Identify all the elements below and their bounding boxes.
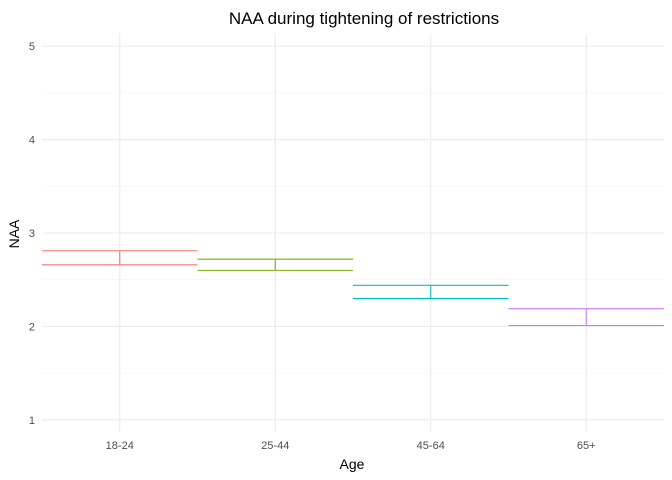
x-tick-label: 45-64 — [417, 440, 445, 452]
error-bars — [42, 250, 664, 327]
y-tick-label: 3 — [29, 228, 35, 240]
y-tick-label: 2 — [29, 321, 35, 333]
error-bar-1 — [42, 250, 198, 266]
y-axis-title: NAA — [6, 219, 22, 248]
grid — [42, 34, 664, 432]
x-axis-title: Age — [340, 456, 365, 472]
chart-title: NAA during tightening of restrictions — [229, 9, 499, 28]
y-tick-label: 4 — [29, 135, 35, 147]
x-tick-label: 18-24 — [106, 440, 134, 452]
x-tick-label: 65+ — [577, 440, 596, 452]
error-bar-2 — [197, 258, 353, 271]
y-tick-label: 1 — [29, 415, 35, 427]
error-bar-3 — [353, 284, 509, 299]
x-tick-label: 25-44 — [261, 440, 289, 452]
y-axis-ticks: 1 2 3 4 5 — [29, 41, 35, 427]
error-bar-4 — [508, 308, 664, 327]
y-tick-label: 5 — [29, 41, 35, 53]
x-axis-ticks: 18-24 25-44 45-64 65+ — [106, 440, 596, 452]
